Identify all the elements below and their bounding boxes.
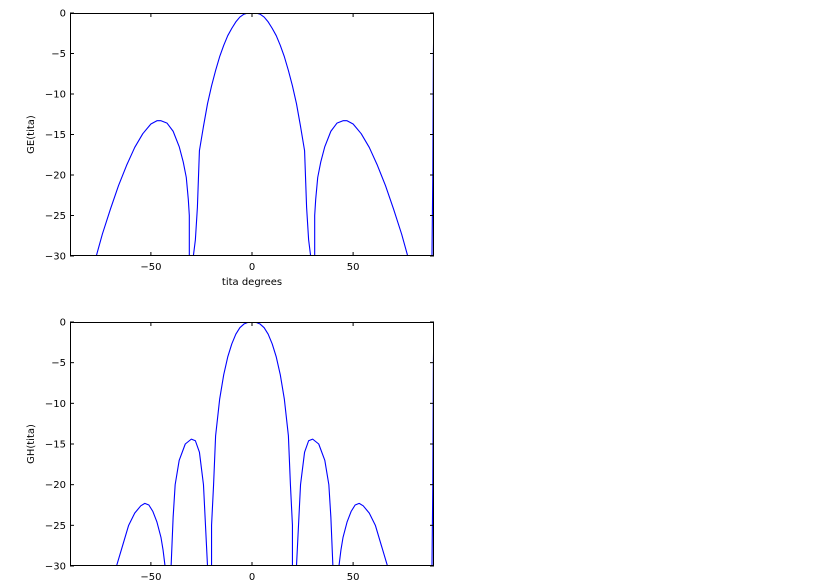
top-y-axis-label: GE(tita) [26, 115, 37, 154]
bottom-y-tick-label: −15 [45, 440, 66, 451]
top-x-tick-label: 50 [347, 262, 360, 273]
bottom-y-tick-label: −25 [45, 521, 66, 532]
bottom-y-axis-label: GH(tita) [26, 424, 37, 464]
top-y-tick-label: −20 [45, 171, 66, 182]
bottom-y-tick-label: 0 [60, 318, 66, 329]
top-y-tick-label: −5 [51, 49, 66, 60]
bottom-y-tick-label: −10 [45, 399, 66, 410]
top-chart: −50 0 50 0 −5 −10 −15 −20 −25 −30 GE(tita) tita deg… [26, 9, 434, 288]
top-y-tick-label: −15 [45, 130, 66, 141]
top-y-tick-label: −10 [45, 90, 66, 101]
top-x-tick-label: −50 [140, 262, 161, 273]
top-plot-frame [70, 13, 434, 256]
top-y-tick-label: −25 [45, 211, 66, 222]
bottom-y-tick-label: −5 [51, 358, 66, 369]
top-y-tick-label: 0 [60, 9, 66, 20]
bottom-x-tick-label: 0 [249, 572, 255, 581]
bottom-x-tick-label: −50 [140, 572, 161, 581]
top-x-tick-label: 0 [249, 262, 255, 273]
top-y-tick-label: −30 [45, 252, 66, 263]
top-x-axis-label: tita degrees [222, 277, 282, 288]
bottom-series-line [70, 322, 434, 566]
bottom-y-tick-label: −20 [45, 480, 66, 491]
bottom-y-tick-label: −30 [45, 562, 66, 573]
top-series-line [70, 13, 434, 256]
bottom-x-tick-label: 50 [347, 572, 360, 581]
bottom-chart: −50 0 50 0 −5 −10 −15 −20 −25 −30 GH(tita) [26, 318, 434, 581]
bottom-plot-frame [70, 322, 434, 566]
